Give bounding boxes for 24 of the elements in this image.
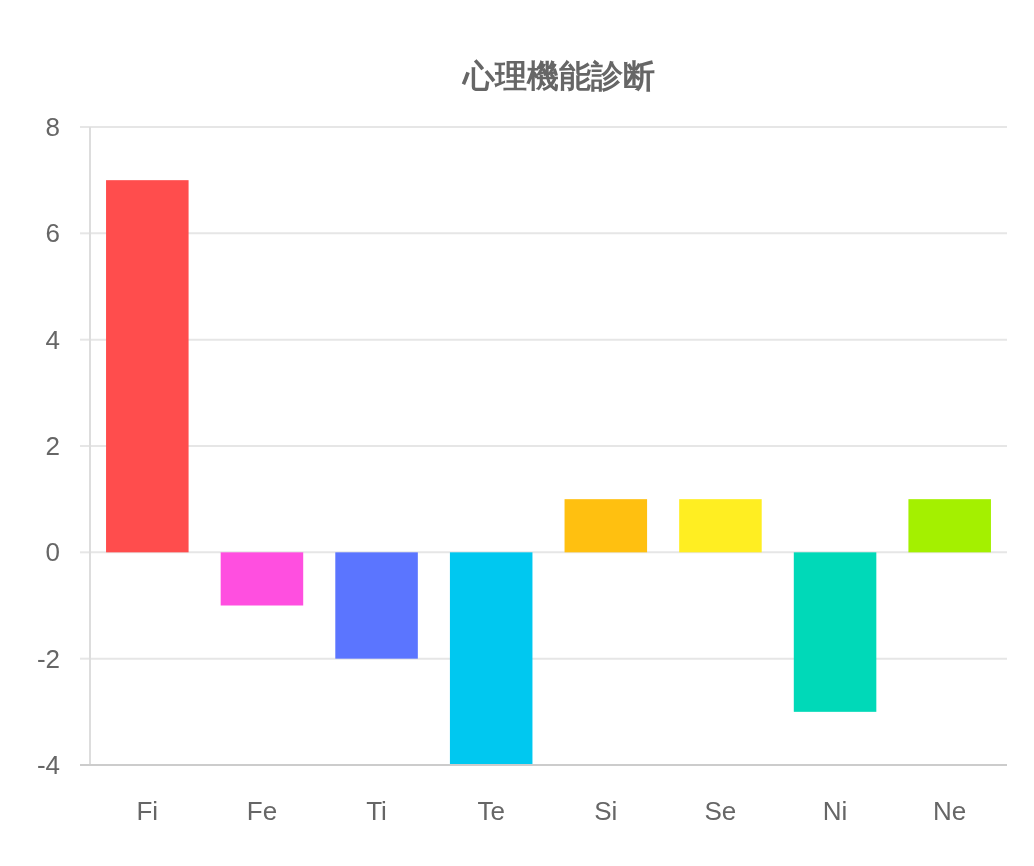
x-tick-label: Ni	[822, 796, 848, 826]
x-tick-label: Ti	[366, 796, 387, 826]
bar	[449, 552, 533, 765]
x-tick-label: Si	[594, 796, 618, 826]
y-tick-label: -4	[36, 750, 60, 780]
x-tick-label: Ne	[933, 796, 967, 826]
bar	[106, 180, 189, 553]
x-tick-label: Se	[704, 796, 737, 826]
x-tick-label: Fi	[136, 796, 159, 826]
chart-title: 心理機能診断	[460, 58, 655, 94]
y-tick-label: 0	[45, 537, 60, 568]
y-tick-label: -2	[36, 643, 60, 674]
x-tick-label: Fe	[246, 796, 278, 826]
y-tick-label: 8	[45, 112, 60, 142]
y-tick-label: 2	[45, 431, 60, 461]
bar	[793, 552, 877, 712]
bar	[220, 552, 304, 606]
bar	[679, 499, 762, 553]
bar	[564, 499, 648, 553]
y-tick-label: 4	[45, 324, 60, 355]
y-tick-label: 6	[45, 218, 60, 249]
bar	[908, 499, 991, 553]
bar	[335, 552, 418, 659]
x-tick-label: Te	[477, 796, 505, 826]
